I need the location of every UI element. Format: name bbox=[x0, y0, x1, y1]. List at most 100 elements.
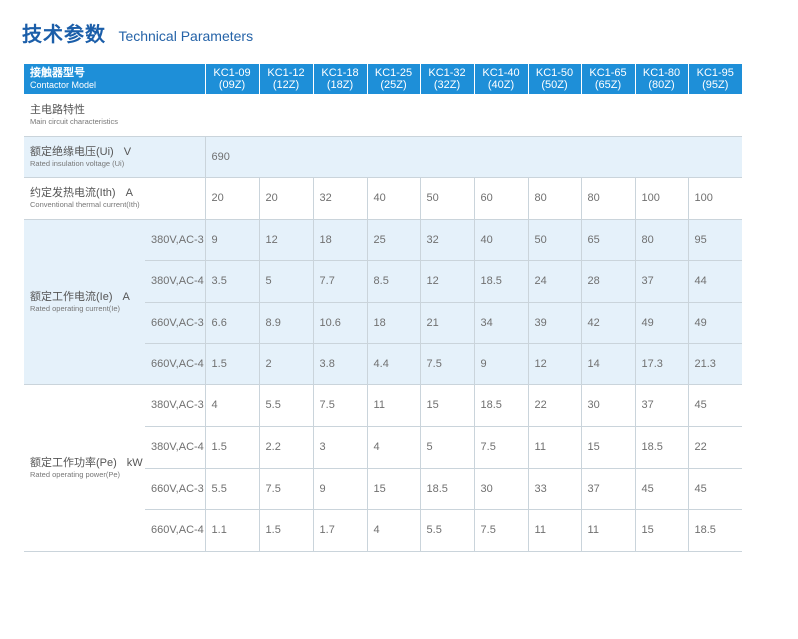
power-value: 45 bbox=[687, 468, 743, 510]
current-value: 28 bbox=[580, 260, 636, 303]
model-code: (09Z) bbox=[218, 79, 246, 91]
power-value: 18.5 bbox=[687, 509, 743, 552]
thermal-label-cn: 约定发热电流(Ith) A bbox=[30, 186, 205, 200]
model-code: (12Z) bbox=[272, 79, 300, 91]
power-row: 380V,AC-4 1.5 2.2 3 4 5 7.5 11 15 18.5 22 bbox=[24, 426, 743, 469]
thermal-value: 100 bbox=[634, 177, 689, 220]
power-value: 33 bbox=[527, 468, 582, 510]
power-value: 15 bbox=[580, 426, 636, 469]
power-value: 4 bbox=[366, 509, 421, 552]
power-value: 5.5 bbox=[419, 509, 475, 552]
current-condition: 660V,AC-3 bbox=[145, 302, 206, 344]
page-title: 技术参数 Technical Parameters bbox=[22, 18, 253, 47]
power-label-en: Rated operating power(Pe) bbox=[30, 469, 121, 479]
current-value: 24 bbox=[527, 260, 582, 303]
current-value: 80 bbox=[634, 219, 689, 261]
current-condition: 660V,AC-4 bbox=[145, 343, 206, 385]
power-value: 2.2 bbox=[258, 426, 314, 469]
thermal-value: 20 bbox=[204, 177, 260, 220]
power-condition: 380V,AC-3 bbox=[145, 384, 206, 427]
current-name: 额定工作电流(Ie) bbox=[30, 290, 113, 303]
power-value: 7.5 bbox=[258, 468, 314, 510]
thermal-name: 约定发热电流(Ith) bbox=[30, 187, 116, 199]
current-value: 9 bbox=[473, 343, 529, 385]
model-code: (18Z) bbox=[326, 79, 354, 91]
insulation-label-cn: 额定绝缘电压(Ui) V bbox=[30, 145, 205, 159]
power-value: 11 bbox=[580, 509, 636, 552]
power-value: 18.5 bbox=[419, 468, 475, 510]
model-code: (40Z) bbox=[487, 79, 515, 91]
power-value: 18.5 bbox=[473, 384, 529, 427]
current-value: 21.3 bbox=[687, 343, 743, 385]
power-value: 5.5 bbox=[258, 384, 314, 427]
current-value: 12 bbox=[258, 219, 314, 261]
current-value: 2 bbox=[258, 343, 314, 385]
model-header-kc1-95: KC1-95 (95Z) bbox=[687, 64, 743, 94]
model-header-kc1-65: KC1-65 (65Z) bbox=[580, 64, 636, 94]
current-value: 21 bbox=[419, 302, 475, 344]
current-value: 32 bbox=[419, 219, 475, 261]
current-value: 18 bbox=[366, 302, 421, 344]
thermal-value: 60 bbox=[473, 177, 529, 220]
power-value: 15 bbox=[634, 509, 689, 552]
thermal-value: 40 bbox=[366, 177, 421, 220]
current-value: 1.5 bbox=[204, 343, 260, 385]
power-value: 1.1 bbox=[204, 509, 260, 552]
thermal-value: 100 bbox=[687, 177, 743, 220]
power-value: 4 bbox=[366, 426, 421, 469]
power-row: 660V,AC-4 1.1 1.5 1.7 4 5.5 7.5 11 11 15 18.5 bbox=[24, 509, 743, 552]
power-value: 4 bbox=[204, 384, 260, 427]
model-name: KC1-12 bbox=[267, 67, 305, 79]
current-value: 14 bbox=[580, 343, 636, 385]
thermal-value: 80 bbox=[527, 177, 582, 220]
power-unit: kW bbox=[126, 456, 143, 469]
thermal-unit: A bbox=[125, 187, 133, 199]
thermal-label-cell: 约定发热电流(Ith) A Conventional thermal current… bbox=[24, 177, 206, 220]
current-row: 380V,AC-4 3.5 5 7.7 8.5 12 18.5 24 28 37 44 bbox=[24, 260, 743, 303]
power-value: 45 bbox=[687, 384, 743, 427]
model-name: KC1-25 bbox=[374, 67, 413, 79]
current-value: 8.5 bbox=[366, 260, 421, 303]
power-value: 7.5 bbox=[312, 384, 368, 427]
title-en: Technical Parameters bbox=[118, 28, 254, 44]
current-value: 25 bbox=[366, 219, 421, 261]
table-body: 主电路特性 Main circuit characteristics 额定绝缘电… bbox=[24, 94, 743, 552]
current-value: 7.5 bbox=[419, 343, 475, 385]
power-value: 3 bbox=[312, 426, 368, 469]
current-row: 660V,AC-3 6.6 8.9 10.6 18 21 34 39 42 49 49 bbox=[24, 302, 743, 344]
power-value: 22 bbox=[527, 384, 582, 427]
current-row: 额定工作电流(Ie) A Rated operating current(Ie) 38… bbox=[24, 219, 743, 385]
power-row: 额定工作功率(Pe) kW Rated operating power(Pe) 380… bbox=[24, 384, 743, 552]
power-condition: 660V,AC-4 bbox=[145, 509, 206, 552]
technical-parameters-table: 接触器型号 Contactor Model KC1-09 (09Z) KC1-12(… bbox=[24, 64, 743, 552]
power-value: 22 bbox=[687, 426, 743, 469]
current-value: 7.7 bbox=[312, 260, 368, 303]
model-code: (32Z) bbox=[433, 79, 461, 91]
current-value: 49 bbox=[687, 302, 743, 344]
power-value: 15 bbox=[366, 468, 421, 510]
power-value: 37 bbox=[580, 468, 636, 510]
section-en: Main circuit characteristics bbox=[30, 116, 118, 126]
power-value: 7.5 bbox=[473, 509, 529, 552]
model-header-kc1-80: KC1-80 (80Z) bbox=[634, 64, 689, 94]
power-condition: 380V,AC-4 bbox=[145, 426, 206, 469]
current-label-cell: 额定工作电流(Ie) A Rated operating current(Ie) bbox=[24, 219, 145, 385]
power-value: 5.5 bbox=[204, 468, 260, 510]
current-value: 4.4 bbox=[366, 343, 421, 385]
current-value: 42 bbox=[580, 302, 636, 344]
thermal-label-en: Conventional thermal current(Ith) bbox=[30, 200, 140, 209]
model-header-kc1-09: KC1-09 (09Z) bbox=[204, 64, 260, 94]
power-value: 30 bbox=[473, 468, 529, 510]
model-header-kc1-32: KC1-32 (32Z) bbox=[419, 64, 475, 94]
current-row: 660V,AC-4 1.5 2 3.8 4.4 7.5 9 12 14 17.3 21.3 bbox=[24, 343, 743, 385]
title-cn: 技术参数 bbox=[22, 24, 106, 46]
current-value: 39 bbox=[527, 302, 582, 344]
current-value: 18.5 bbox=[473, 260, 529, 303]
power-value: 1.5 bbox=[258, 509, 314, 552]
current-value: 18 bbox=[312, 219, 368, 261]
model-code: (65Z) bbox=[594, 79, 622, 91]
power-label-cn: 额定工作功率(Pe) kW bbox=[30, 456, 145, 470]
model-header-kc1-40: KC1-40 (40Z) bbox=[473, 64, 529, 94]
current-value: 12 bbox=[527, 343, 582, 385]
thermal-value: 32 bbox=[312, 177, 368, 220]
